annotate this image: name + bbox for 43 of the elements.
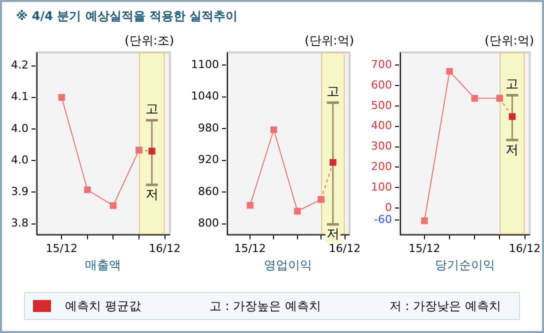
y-tick-label: 3.8 bbox=[10, 216, 28, 230]
y-tick-label: 0 bbox=[384, 200, 392, 214]
y-tick-label: 700 bbox=[370, 58, 392, 72]
y-tick-label: 4.1 bbox=[10, 90, 28, 104]
y-tick-label: 4.0 bbox=[10, 153, 28, 166]
y-tick-label: 1100 bbox=[190, 58, 219, 71]
y-tick-label: 920 bbox=[198, 153, 219, 166]
y-tick-label: 600 bbox=[370, 78, 392, 92]
annotation: 고 bbox=[145, 102, 158, 118]
y-tick-label: 200 bbox=[370, 160, 392, 174]
annotation: 고 bbox=[326, 84, 340, 100]
legend-label: 예측치 평균값 bbox=[65, 298, 141, 314]
x-tick-label: 16/12 bbox=[328, 242, 361, 255]
y-tick-label: 400 bbox=[370, 119, 392, 132]
annotation: 저 bbox=[326, 227, 340, 242]
y-tick-label: 980 bbox=[198, 121, 219, 134]
y-tick-label: 4.0 bbox=[10, 122, 28, 135]
y-tick-label: 500 bbox=[370, 98, 392, 112]
x-tick-label: 15/12 bbox=[234, 242, 266, 255]
chart-subtitle: (단위:억) bbox=[304, 33, 354, 48]
x-tick-label: 15/12 bbox=[408, 242, 440, 255]
y-tick-label: 300 bbox=[370, 140, 392, 153]
chart-subtitle: (단위:조) bbox=[124, 33, 174, 48]
annotation: 저 bbox=[506, 142, 519, 158]
y-tick-label: 4.2 bbox=[10, 58, 28, 72]
annotation: 고 bbox=[506, 77, 519, 92]
y-tick-label: 1040 bbox=[190, 90, 219, 103]
x-tick-label: 15/12 bbox=[46, 242, 78, 255]
y-tick-label: 860 bbox=[198, 184, 219, 198]
x-tick-label: 16/12 bbox=[508, 242, 541, 255]
y-tick-label: -60 bbox=[374, 212, 392, 226]
text: 고 : 가장높은 예측치 bbox=[209, 298, 321, 314]
chart-title: ※ 4/4 분기 예상실적을 적용한 실적추이 bbox=[16, 8, 238, 25]
annotation: 저 bbox=[145, 188, 158, 203]
text: 저 : 가장낮은 예측치 bbox=[389, 298, 501, 314]
x-tick-label: 16/12 bbox=[148, 242, 181, 255]
x-axis-title: 매출액 bbox=[85, 258, 122, 272]
x-axis-title: 당기순이익 bbox=[434, 258, 495, 272]
y-tick-label: 800 bbox=[198, 216, 219, 230]
x-axis-title: 영업이익 bbox=[264, 258, 312, 272]
y-tick-label: 100 bbox=[370, 180, 392, 194]
y-tick-label: 3.9 bbox=[10, 185, 28, 198]
chart-subtitle: (단위:억) bbox=[484, 33, 534, 48]
